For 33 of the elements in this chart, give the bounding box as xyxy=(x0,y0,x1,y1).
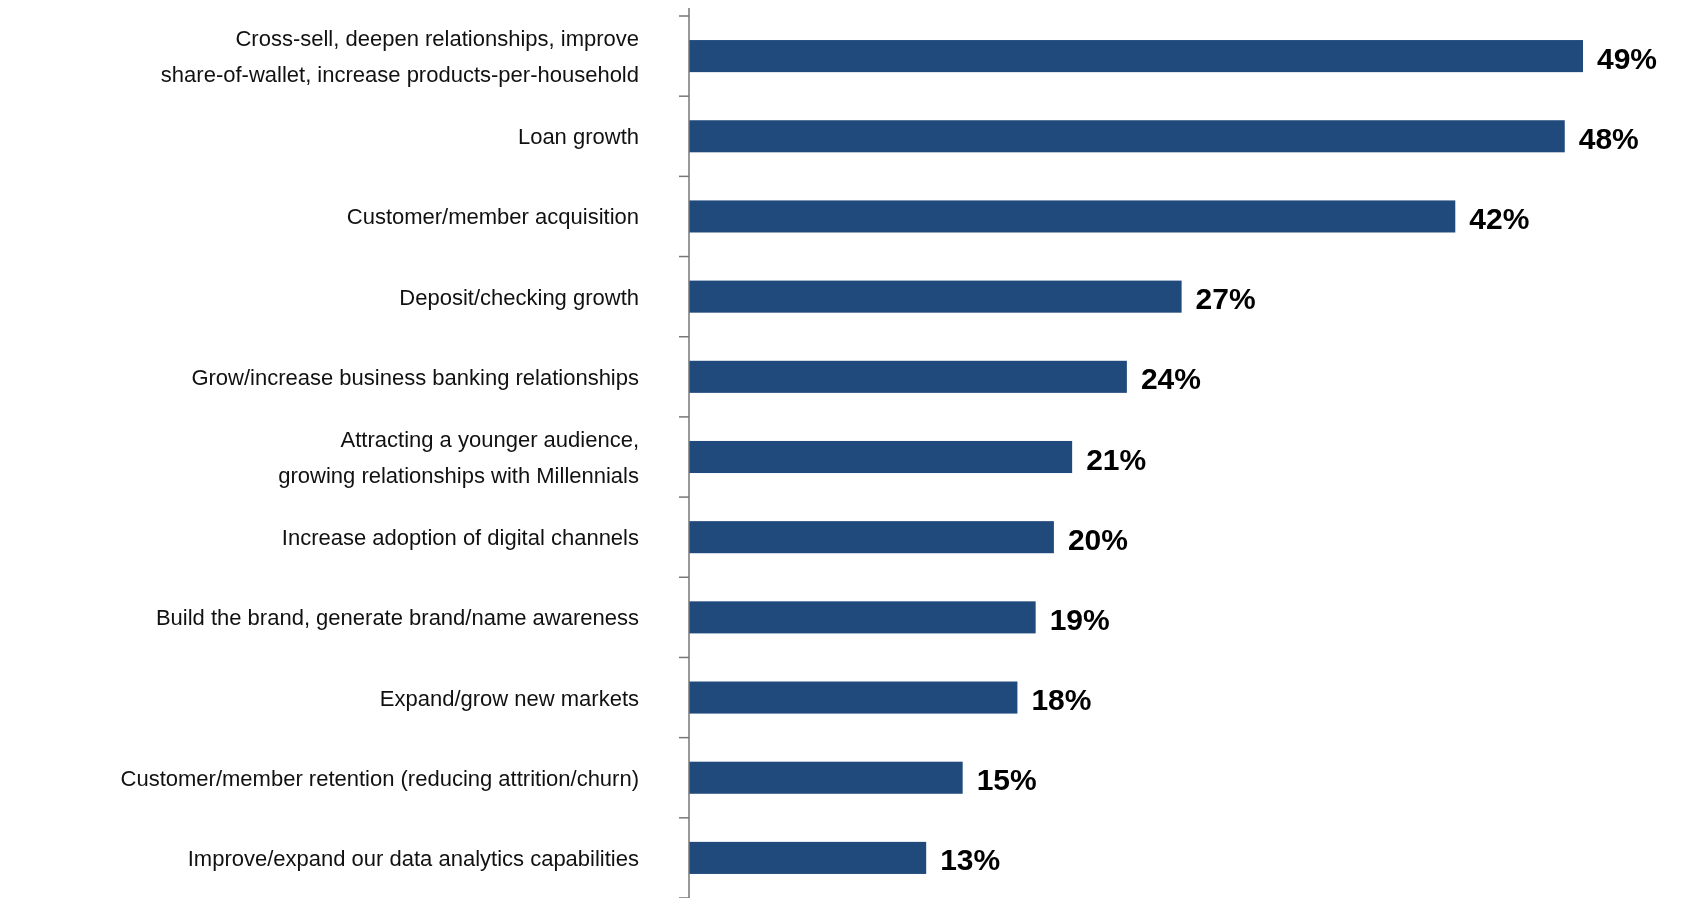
y-tick-label: Customer/member retention (reducing attrition/churn) xyxy=(120,765,639,791)
y-tick-label: Grow/increase business banking relationships xyxy=(191,364,639,390)
data-label: 15% xyxy=(976,763,1037,797)
data-label: 13% xyxy=(940,843,1001,877)
data-label: 20% xyxy=(1067,522,1128,556)
y-tick-label: Build the brand, generate brand/name awareness xyxy=(155,604,639,630)
y-tick-label: Customer/member acquisition xyxy=(346,203,639,229)
bar xyxy=(689,601,1036,634)
y-tick-label: Improve/expand our data analytics capabilities xyxy=(187,845,639,871)
y-tick-label: Increase adoption of digital channels xyxy=(281,524,639,550)
bar xyxy=(689,120,1565,153)
bar xyxy=(689,761,963,794)
data-label: 49% xyxy=(1597,41,1658,75)
data-label: 24% xyxy=(1140,362,1201,396)
y-tick-label: Deposit/checking growth xyxy=(399,284,639,310)
bar xyxy=(689,280,1182,313)
bar xyxy=(689,360,1127,393)
data-label: 27% xyxy=(1195,282,1256,316)
data-label: 18% xyxy=(1031,683,1092,717)
data-label: 42% xyxy=(1469,201,1530,235)
data-label: 21% xyxy=(1086,442,1147,476)
bar xyxy=(689,841,927,874)
bar xyxy=(689,200,1456,233)
bar xyxy=(689,40,1583,73)
data-label: 48% xyxy=(1578,121,1639,155)
bar xyxy=(689,521,1054,554)
data-label: 19% xyxy=(1049,602,1110,636)
y-tick-label: Cross-sell, deepen relationships, improve share-of-wallet, increase products-per-household xyxy=(160,25,639,87)
y-tick-label: Expand/grow new markets xyxy=(379,685,639,711)
y-tick-label: Loan growth xyxy=(517,123,639,149)
bar xyxy=(689,681,1018,714)
y-tick-label: Attracting a younger audience, growing relationships with Millennials xyxy=(278,426,639,488)
bar xyxy=(689,440,1073,474)
